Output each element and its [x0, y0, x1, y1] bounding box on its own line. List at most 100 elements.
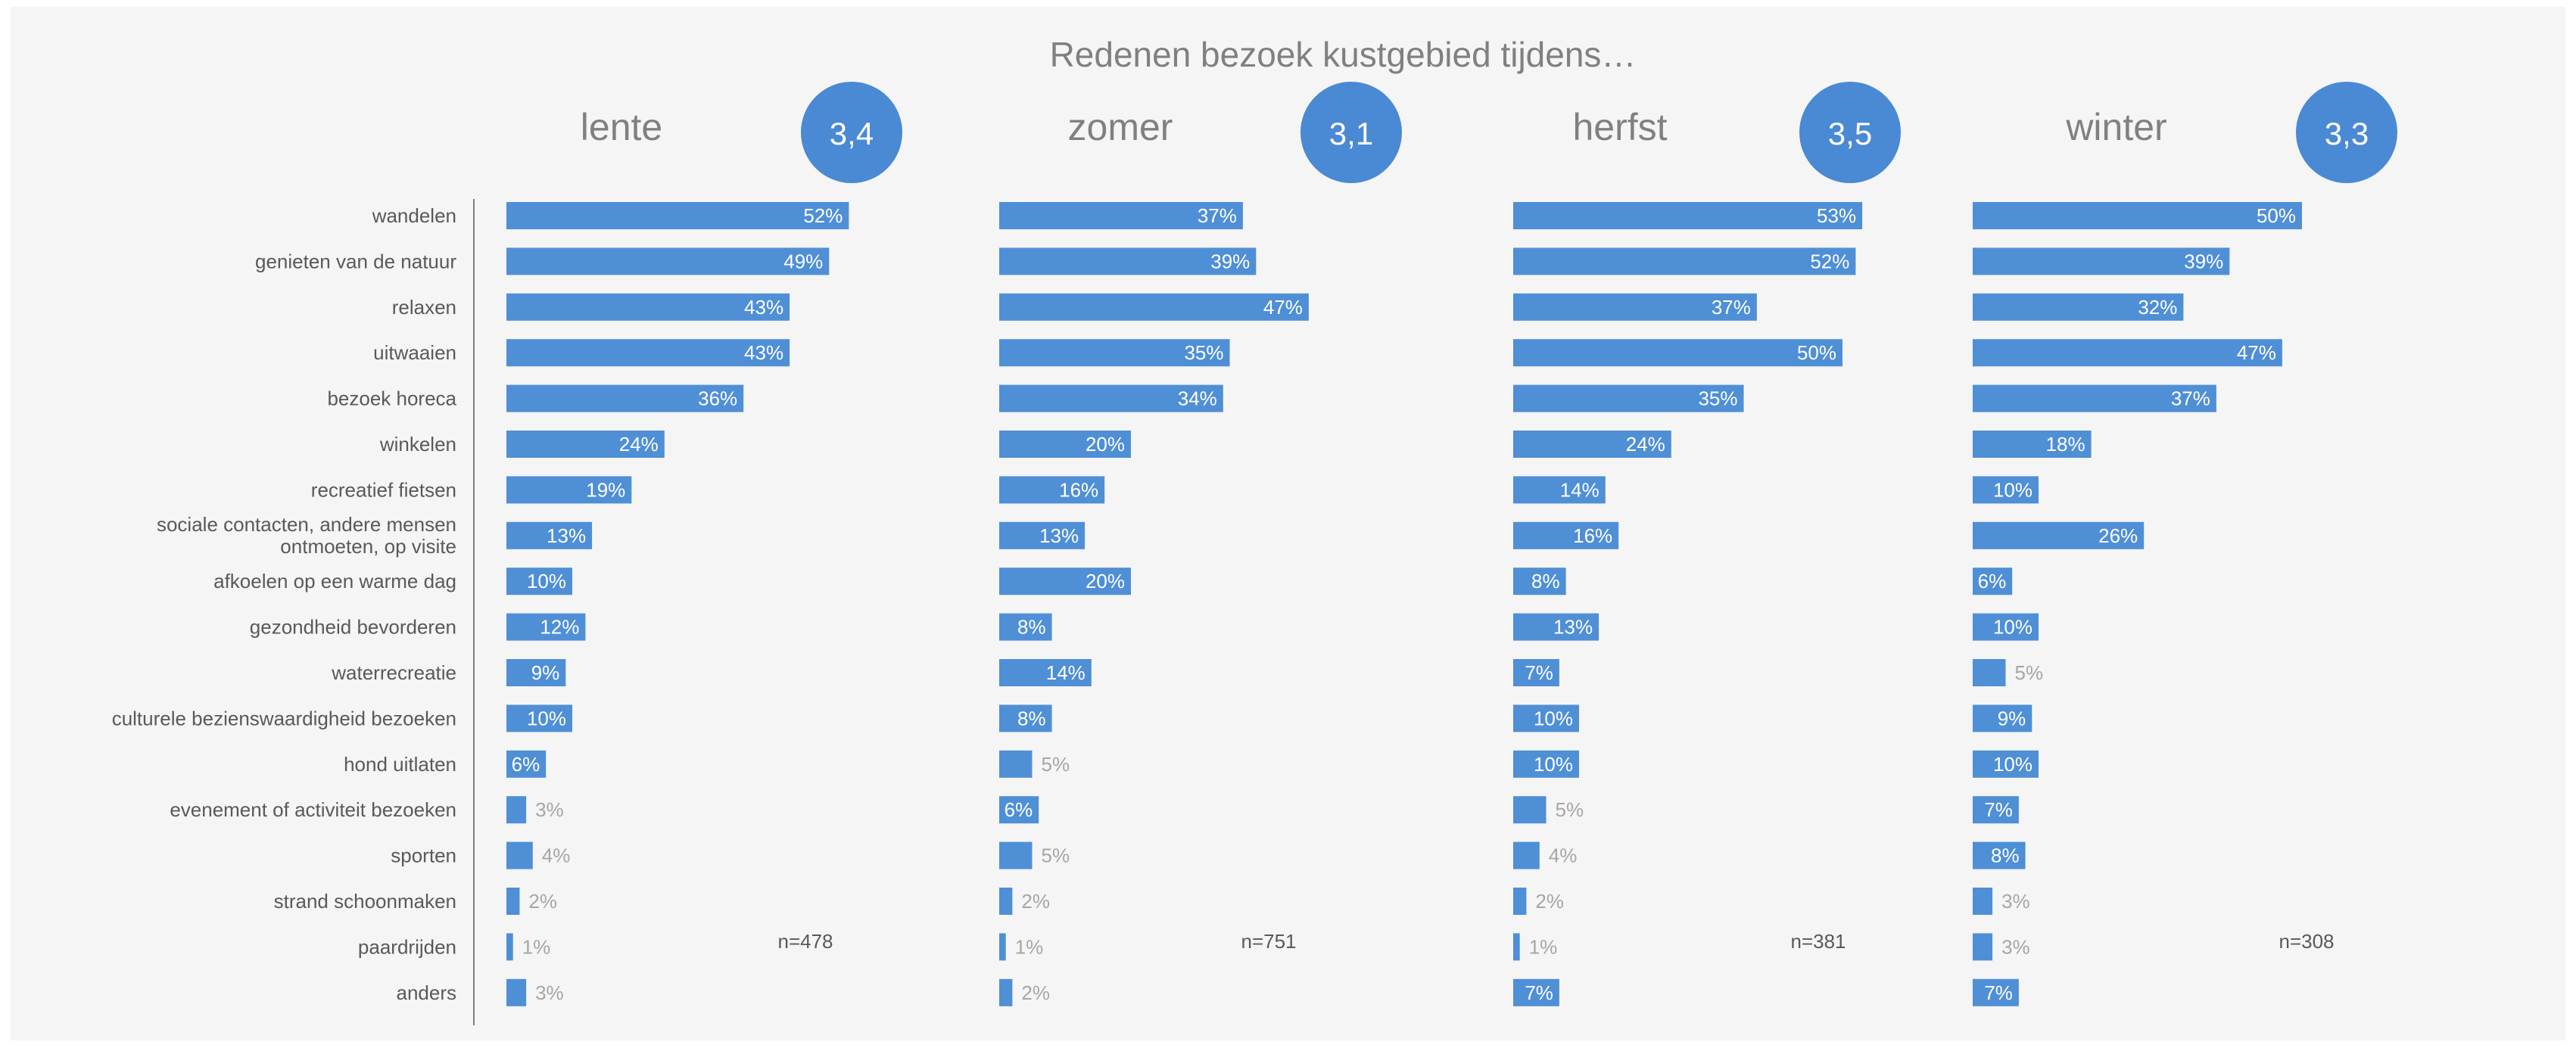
- bar: [999, 841, 1033, 869]
- category-label: winkelen: [379, 433, 456, 456]
- bar-value-label: 34%: [1178, 387, 1217, 410]
- bar: [506, 431, 665, 458]
- bar: [1513, 384, 1744, 412]
- category-label: waterrecreatie: [331, 661, 456, 684]
- bar: [1973, 384, 2216, 412]
- bar-value-label: 10%: [1993, 753, 2032, 776]
- bar-value-label: 5%: [1042, 753, 1070, 776]
- bar: [1513, 841, 1540, 869]
- bar: [1973, 888, 1993, 915]
- bar: [1973, 521, 2145, 549]
- category-label: genieten van de natuur: [255, 250, 456, 272]
- bar-value-label: 2%: [1021, 890, 1050, 913]
- bar: [999, 750, 1033, 778]
- bar: [999, 659, 1092, 686]
- bar-value-label: 10%: [1534, 753, 1573, 776]
- bar: [999, 796, 1039, 824]
- bar: [1513, 202, 1863, 229]
- bar: [506, 841, 533, 869]
- bar: [999, 978, 1013, 1006]
- bar-value-label: 12%: [540, 616, 579, 639]
- bar: [999, 888, 1013, 915]
- chart-panel: Redenen bezoek kustgebied tijdens… wande…: [11, 7, 2565, 1040]
- bar-value-label: 24%: [619, 433, 659, 456]
- bar-value-label: 9%: [1998, 707, 2026, 729]
- category-label: afkoelen op een warme dag: [213, 570, 456, 592]
- bar: [506, 978, 527, 1006]
- category-label: uitwaaien: [373, 341, 456, 364]
- panel-title: zomer: [1068, 106, 1173, 148]
- bar-value-label: 10%: [527, 570, 566, 592]
- sample-size-label: n=751: [1241, 930, 1296, 953]
- bar: [506, 293, 790, 321]
- bar: [1513, 933, 1520, 961]
- bar-value-label: 14%: [1560, 478, 1599, 501]
- bar: [999, 384, 1223, 412]
- bar-value-label: 13%: [1553, 616, 1593, 639]
- score-circle: [2296, 82, 2397, 183]
- bar: [1973, 933, 1993, 961]
- bar: [999, 339, 1230, 367]
- bar: [1973, 431, 2092, 458]
- bar: [1513, 613, 1599, 641]
- bar: [1973, 293, 2184, 321]
- bar-value-label: 5%: [2015, 661, 2044, 684]
- bar: [1973, 339, 2282, 367]
- bar: [1973, 704, 2032, 732]
- bar: [1973, 841, 2026, 869]
- bar-value-label: 7%: [1525, 981, 1553, 1004]
- bar-value-label: 50%: [2257, 204, 2296, 227]
- bar: [999, 613, 1052, 641]
- category-label: relaxen: [392, 296, 456, 319]
- bar-value-label: 20%: [1086, 570, 1125, 592]
- bar: [506, 796, 527, 824]
- bar-value-label: 32%: [2138, 296, 2177, 319]
- bar: [999, 247, 1257, 275]
- bar-value-label: 8%: [1991, 844, 2020, 867]
- bar-value-label: 10%: [1993, 478, 2032, 501]
- chart-title: Redenen bezoek kustgebied tijdens…: [1050, 35, 1637, 74]
- category-label: sporten: [391, 844, 456, 867]
- bar-value-label: 5%: [1556, 798, 1584, 821]
- bar: [506, 247, 830, 275]
- bar-value-label: 7%: [1525, 661, 1553, 684]
- bar: [1513, 978, 1559, 1006]
- bar-value-label: 3%: [535, 798, 564, 821]
- bar: [999, 568, 1131, 596]
- category-label: hond uitlaten: [344, 753, 456, 776]
- score-value: 3,1: [1329, 116, 1373, 151]
- bar-value-label: 1%: [1529, 935, 1558, 958]
- category-label: culturele bezienswaardigheid bezoeken: [112, 707, 456, 729]
- score-circle: [801, 82, 902, 183]
- bar-value-label: 16%: [1573, 524, 1612, 547]
- reasons-chart: Redenen bezoek kustgebied tijdens… wande…: [112, 35, 2397, 1025]
- bar: [1513, 704, 1579, 732]
- bar-value-label: 6%: [512, 753, 540, 776]
- sample-size-label: n=478: [777, 930, 833, 953]
- bar: [506, 339, 790, 367]
- bar: [1513, 659, 1559, 686]
- score-circle: [1799, 82, 1901, 183]
- bar: [1513, 431, 1671, 458]
- bar-value-label: 50%: [1797, 341, 1836, 364]
- category-label: strand schoonmaken: [274, 890, 456, 913]
- bar: [1513, 247, 1856, 275]
- bar-value-label: 10%: [1993, 616, 2032, 639]
- bar-value-label: 6%: [1005, 798, 1033, 821]
- bar-value-label: 14%: [1046, 661, 1086, 684]
- bar: [1973, 247, 2230, 275]
- bar: [1513, 796, 1547, 824]
- bar: [1513, 750, 1579, 778]
- bar-value-label: 10%: [527, 707, 566, 729]
- bar: [999, 933, 1006, 961]
- category-label: evenement of activiteit bezoeken: [170, 798, 456, 821]
- bar-value-label: 37%: [2171, 387, 2210, 410]
- bar-value-label: 35%: [1698, 387, 1737, 410]
- bar: [1973, 659, 2006, 686]
- bar: [506, 750, 547, 778]
- bar: [506, 704, 572, 732]
- bar-value-label: 43%: [744, 341, 783, 364]
- bar-value-label: 37%: [1712, 296, 1751, 319]
- score-circle: [1300, 82, 1402, 183]
- bar-value-label: 47%: [2237, 341, 2276, 364]
